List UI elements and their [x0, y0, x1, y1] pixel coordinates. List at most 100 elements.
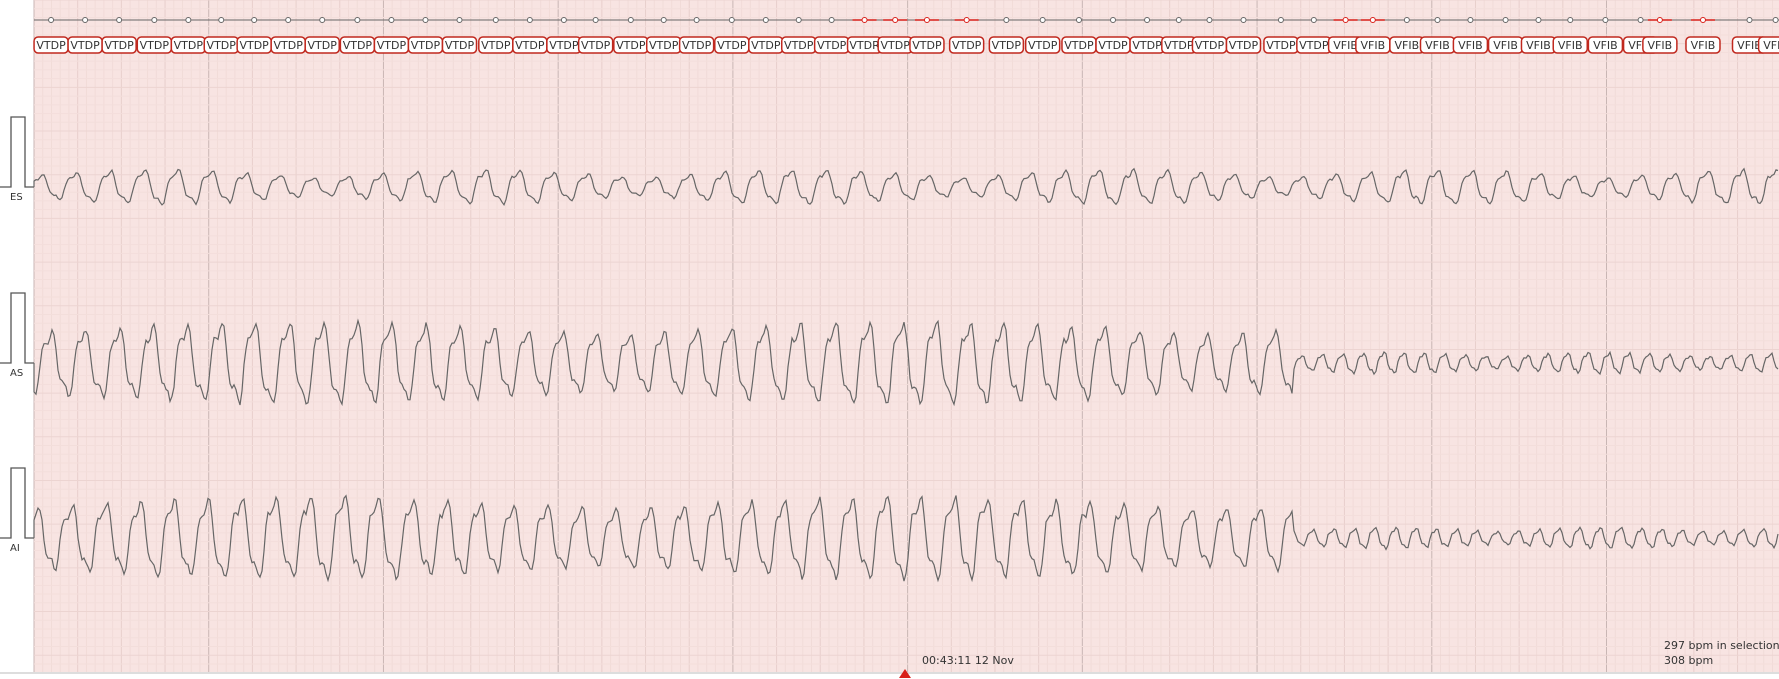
marker-box[interactable] — [909, 36, 945, 54]
marker-dot[interactable] — [422, 17, 429, 23]
marker-label: VTDP — [343, 39, 373, 52]
marker-label: VFIB — [1360, 39, 1385, 52]
marker-label: VTDP — [308, 39, 338, 52]
marker-dot[interactable] — [388, 17, 395, 23]
marker-label: VTDP — [682, 39, 712, 52]
marker-box[interactable] — [988, 36, 1025, 54]
marker-label: VTDP — [992, 39, 1022, 52]
timestamp: 00:43:11 12 Nov — [922, 654, 1014, 667]
marker-label: VTDP — [952, 39, 982, 52]
marker-box[interactable] — [1642, 36, 1678, 54]
marker-box[interactable] — [577, 36, 614, 54]
marker-dot[interactable] — [251, 17, 258, 23]
marker-dot[interactable] — [560, 17, 567, 23]
marker-box[interactable] — [1452, 36, 1489, 54]
marker-dot[interactable] — [1502, 17, 1509, 23]
marker-dot[interactable] — [693, 17, 700, 23]
marker-dot[interactable] — [1310, 17, 1317, 23]
marker-dot[interactable] — [1567, 17, 1574, 23]
marker-box[interactable] — [948, 36, 985, 54]
marker-dot[interactable] — [1746, 17, 1753, 23]
marker-dot[interactable] — [1772, 17, 1779, 23]
marker-box[interactable] — [441, 36, 478, 54]
marker-dot[interactable] — [319, 17, 326, 23]
marker-label: VTDP — [717, 39, 747, 52]
marker-dot[interactable] — [1535, 17, 1542, 23]
marker-dot[interactable] — [762, 17, 769, 23]
marker-dot[interactable] — [1206, 17, 1213, 23]
marker-dot[interactable] — [1075, 17, 1082, 23]
ecg-trace — [33, 167, 1779, 207]
marker-label: VTDP — [1229, 39, 1259, 52]
marker-label: VTDP — [616, 39, 646, 52]
marker-dot[interactable] — [116, 17, 123, 23]
marker-dot[interactable] — [892, 17, 899, 23]
time-cursor[interactable] — [899, 669, 911, 678]
marker-dot[interactable] — [660, 17, 667, 23]
marker-label: VTDP — [1266, 39, 1296, 52]
marker-box[interactable] — [101, 36, 137, 54]
marker-label: VFIB — [1425, 39, 1450, 52]
marker-box[interactable] — [1225, 36, 1262, 54]
marker-box[interactable] — [1024, 36, 1061, 54]
marker-dot[interactable] — [48, 17, 55, 23]
marker-dot[interactable] — [923, 17, 930, 23]
marker-dot[interactable] — [1039, 17, 1046, 23]
marker-dot[interactable] — [218, 17, 225, 23]
marker-dot[interactable] — [592, 17, 599, 23]
marker-dot[interactable] — [1369, 17, 1376, 23]
marker-label: VTDR — [849, 39, 880, 52]
marker-label: VFIB — [1526, 39, 1551, 52]
marker-label: VTDP — [880, 39, 910, 52]
marker-box[interactable] — [304, 36, 340, 54]
marker-dot[interactable] — [1277, 17, 1284, 23]
marker-dot[interactable] — [1003, 17, 1010, 23]
bpm-selection: 297 bpm in selection — [1664, 639, 1779, 652]
marker-dot[interactable] — [151, 17, 158, 23]
calibration-pulse — [0, 116, 34, 188]
marker-dot[interactable] — [1240, 17, 1247, 23]
marker-dot[interactable] — [492, 17, 499, 23]
marker-dot[interactable] — [1467, 17, 1474, 23]
marker-dot[interactable] — [285, 17, 292, 23]
marker-label: VTDP — [649, 39, 679, 52]
marker-dot[interactable] — [1403, 17, 1410, 23]
marker-dot[interactable] — [526, 17, 533, 23]
marker-dot[interactable] — [1144, 17, 1151, 23]
waveforms: ES AS AI — [0, 116, 1779, 583]
marker-dot[interactable] — [1637, 17, 1644, 23]
marker-dot[interactable] — [456, 17, 463, 23]
marker-dot[interactable] — [1434, 17, 1441, 23]
marker-dot[interactable] — [1602, 17, 1609, 23]
marker-dot[interactable] — [1175, 17, 1182, 23]
marker-dot[interactable] — [728, 17, 735, 23]
marker-dot[interactable] — [185, 17, 192, 23]
ecg-trace — [33, 494, 1779, 583]
marker-dot[interactable] — [1699, 17, 1706, 23]
marker-dot[interactable] — [1342, 17, 1349, 23]
marker-dot[interactable] — [82, 17, 89, 23]
marker-dot[interactable] — [828, 17, 835, 23]
marker-box[interactable] — [1757, 36, 1779, 54]
marker-dot[interactable] — [627, 17, 634, 23]
marker-label: VTDP — [445, 39, 475, 52]
marker-dot[interactable] — [1656, 17, 1663, 23]
marker-label: VTDP — [140, 39, 170, 52]
channel-label: AI — [10, 543, 20, 554]
marker-label: VTDP — [239, 39, 269, 52]
calibration-pulse — [0, 467, 34, 539]
marker-dot[interactable] — [1110, 17, 1117, 23]
marker-box[interactable] — [1685, 36, 1721, 54]
marker-box[interactable] — [1587, 36, 1624, 54]
marker-label: VTDP — [817, 39, 847, 52]
marker-dot[interactable] — [861, 17, 868, 23]
marker-box[interactable] — [1552, 36, 1588, 54]
marker-label: VTDP — [1299, 39, 1329, 52]
marker-label: VTDP — [104, 39, 134, 52]
marker-dot[interactable] — [795, 17, 802, 23]
marker-box[interactable] — [678, 36, 715, 54]
marker-dot[interactable] — [354, 17, 361, 23]
channel-label: AS — [10, 368, 23, 379]
marker-dot[interactable] — [963, 17, 970, 23]
